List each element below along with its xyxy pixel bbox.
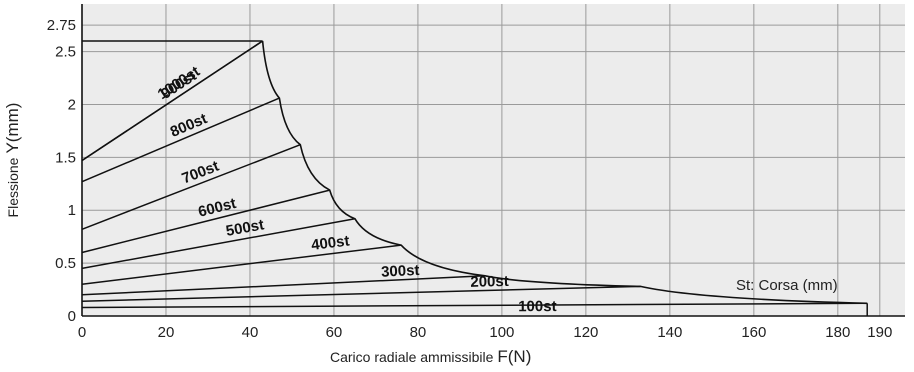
series-line-200st	[81, 285, 641, 302]
y-tick-0: 0	[68, 308, 76, 325]
x-axis-label-unit: F(N)	[497, 347, 531, 366]
y-tick-2-75: 2.75	[47, 17, 76, 34]
series-label-200st: 200st	[470, 273, 509, 291]
x-tick-40: 40	[242, 324, 259, 341]
grid	[82, 4, 905, 316]
x-tick-120: 120	[573, 324, 598, 341]
stroke-annotation: St: Corsa (mm)	[736, 277, 838, 294]
y-tick-labels: 0 0.5 1 1.5 2 2.5 2.75	[47, 17, 76, 325]
y-tick-2-5: 2.5	[55, 44, 76, 61]
series-line-400st	[81, 244, 402, 286]
series-label-500st: 500st	[225, 216, 266, 240]
x-tick-190: 190	[867, 324, 892, 341]
y-axis-label-unit: Y(mm)	[3, 103, 22, 154]
x-axis-label-text: Carico radiale ammissibile	[330, 349, 494, 365]
y-tick-1-5: 1.5	[55, 149, 76, 166]
y-axis-label-text: Flessione	[5, 157, 21, 217]
x-tick-100: 100	[489, 324, 514, 341]
series-line-500st	[81, 217, 356, 270]
y-tick-0-5: 0.5	[55, 255, 76, 272]
y-axis-label: Flessione Y(mm)	[3, 103, 22, 218]
x-tick-80: 80	[410, 324, 427, 341]
x-tick-140: 140	[657, 324, 682, 341]
series-lines	[81, 40, 868, 316]
series-line-1000st-diagonal	[81, 40, 263, 162]
series-line-600st	[81, 189, 330, 254]
x-tick-0: 0	[78, 324, 86, 341]
y-tick-1: 1	[68, 202, 76, 219]
series-label-100st: 100st	[518, 298, 556, 315]
series-label-300st: 300st	[381, 262, 420, 281]
series-line-800st	[81, 97, 280, 183]
series-line-100st	[81, 302, 868, 309]
x-tick-160: 160	[741, 324, 766, 341]
series-label-400st: 400st	[310, 232, 350, 254]
plot-background	[82, 4, 905, 316]
x-tick-labels: 0 20 40 60 80 100 120 140 160 180 190	[78, 324, 892, 341]
series-line-300st	[81, 275, 486, 296]
x-axis-label: Carico radiale ammissibile F(N)	[330, 347, 531, 366]
x-tick-20: 20	[158, 324, 175, 341]
envelope-curve	[261, 40, 868, 305]
x-tick-60: 60	[326, 324, 343, 341]
series-line-700st	[81, 144, 301, 230]
x-tick-180: 180	[825, 324, 850, 341]
y-tick-2: 2	[68, 96, 76, 113]
envelope-path	[261, 40, 868, 305]
